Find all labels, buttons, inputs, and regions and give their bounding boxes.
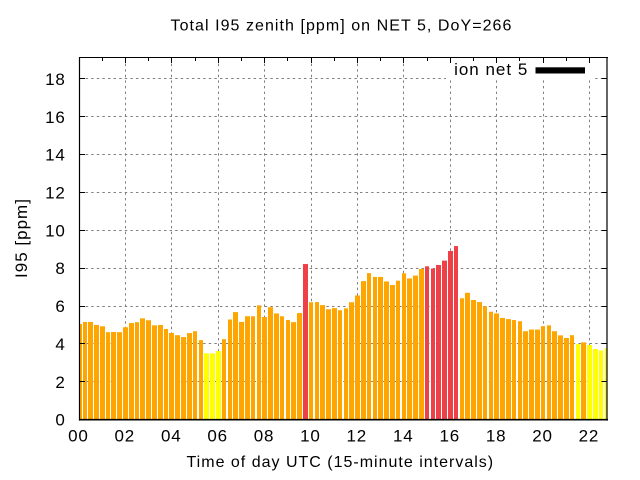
svg-text:8: 8 — [55, 259, 65, 278]
svg-text:10: 10 — [45, 221, 66, 240]
svg-text:20: 20 — [532, 427, 553, 446]
svg-text:ion net 5: ion net 5 — [454, 60, 528, 79]
svg-text:04: 04 — [161, 427, 182, 446]
svg-text:00: 00 — [68, 427, 89, 446]
svg-text:12: 12 — [45, 184, 66, 203]
svg-text:0: 0 — [55, 411, 65, 430]
svg-text:14: 14 — [393, 427, 414, 446]
svg-text:6: 6 — [55, 297, 65, 316]
svg-text:18: 18 — [486, 427, 507, 446]
svg-text:I95 [ppm]: I95 [ppm] — [12, 198, 31, 278]
svg-text:4: 4 — [55, 335, 65, 354]
svg-text:08: 08 — [254, 427, 275, 446]
svg-text:2: 2 — [55, 373, 65, 392]
svg-text:18: 18 — [45, 70, 66, 89]
svg-text:16: 16 — [45, 108, 66, 127]
svg-text:12: 12 — [347, 427, 368, 446]
svg-text:14: 14 — [45, 146, 66, 165]
svg-text:Total I95 zenith [ppm] on NET: Total I95 zenith [ppm] on NET 5, DoY=266 — [171, 18, 513, 35]
svg-text:22: 22 — [579, 427, 600, 446]
svg-text:02: 02 — [115, 427, 136, 446]
svg-text:06: 06 — [207, 427, 228, 446]
svg-text:Time of day UTC (15-minute int: Time of day UTC (15-minute intervals) — [187, 454, 495, 471]
svg-text:16: 16 — [439, 427, 460, 446]
svg-text:10: 10 — [300, 427, 321, 446]
